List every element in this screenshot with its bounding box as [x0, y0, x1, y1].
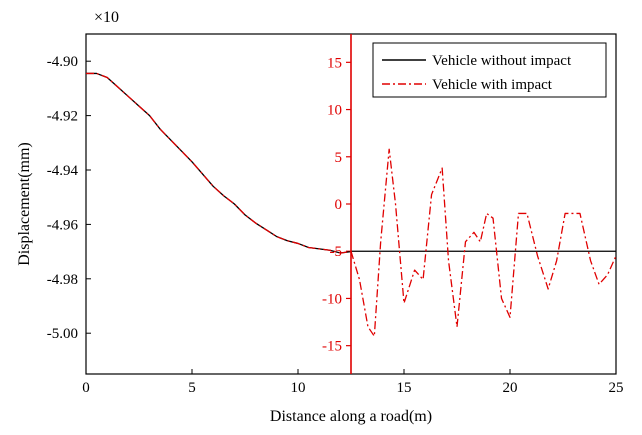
secondary-y-tick-label: -10 — [322, 291, 342, 307]
legend-label-0: Vehicle without impact — [432, 53, 572, 69]
y-tick-label: -4.90 — [47, 54, 78, 70]
legend: Vehicle without impact Vehicle with impa… — [372, 42, 607, 98]
x-tick-label: 15 — [397, 380, 412, 396]
secondary-y-tick-label: -15 — [322, 339, 342, 355]
secondary-y-tick-label: 0 — [335, 197, 343, 213]
y-tick-label: -4.96 — [47, 217, 79, 233]
axis-multiplier: ×10 — [94, 9, 119, 26]
series-line-3 — [350, 148, 617, 337]
x-axis-title: Distance along a road(m) — [270, 408, 432, 425]
series-line-2 — [86, 72, 352, 254]
secondary-y-tick-label: 15 — [327, 55, 342, 71]
y-axis-ticks: -4.90 -4.92 -4.94 -4.96 -4.98 -5.00 — [47, 54, 91, 342]
x-tick-label: 5 — [188, 380, 196, 396]
secondary-y-tick-label: 10 — [327, 103, 342, 119]
x-tick-label: 20 — [503, 380, 518, 396]
x-tick-label: 10 — [291, 380, 306, 396]
secondary-y-tick-label: 5 — [335, 150, 343, 166]
y-tick-label: -5.00 — [47, 326, 78, 342]
series-layer — [86, 72, 617, 337]
legend-label-1: Vehicle with impact — [432, 77, 553, 93]
y-tick-label: -4.94 — [47, 163, 79, 179]
x-tick-label: 25 — [609, 380, 624, 396]
y-tick-label: -4.98 — [47, 272, 78, 288]
series-line-0 — [86, 72, 352, 254]
y-axis-title: Displacement(mm) — [16, 142, 33, 266]
x-axis-ticks: 0 5 10 15 20 25 — [82, 369, 624, 396]
x-tick-label: 0 — [82, 380, 90, 396]
y-tick-label: -4.92 — [47, 109, 78, 125]
legend-box — [372, 42, 607, 98]
